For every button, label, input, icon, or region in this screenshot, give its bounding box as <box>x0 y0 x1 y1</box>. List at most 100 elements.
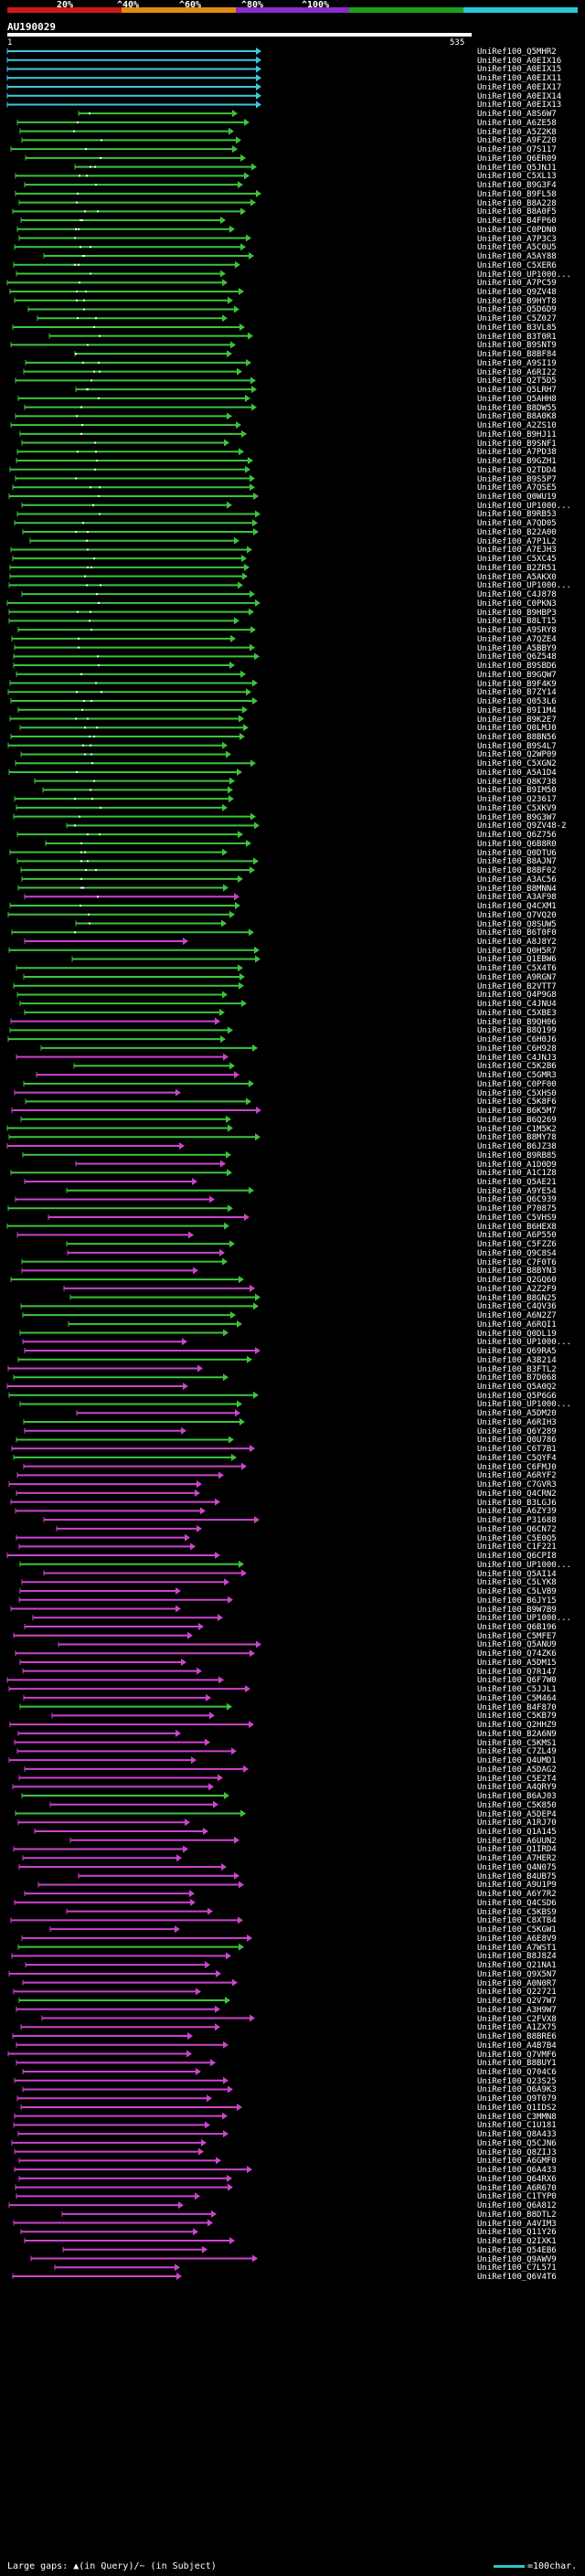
hit-label[interactable]: UniRef100_A6E8V9 <box>477 1934 557 1944</box>
hit-label[interactable]: UniRef100_B9QH06 <box>477 1017 557 1027</box>
hit-label[interactable]: UniRef100_B9S4L7 <box>477 741 557 751</box>
hit-label[interactable]: UniRef100_Q23617 <box>477 795 557 805</box>
hit-label[interactable]: UniRef100_A3AC56 <box>477 875 557 885</box>
hit-label[interactable]: UniRef100_Q7VQ20 <box>477 910 557 920</box>
hit-label[interactable]: UniRef100_A6RYF2 <box>477 1471 557 1481</box>
hit-label[interactable]: UniRef100_Q5MHR2 <box>477 48 557 57</box>
hit-label[interactable]: UniRef100_Q2HHZ9 <box>477 1721 557 1731</box>
hit-label[interactable]: UniRef100_B8BRE6 <box>477 2032 557 2042</box>
hit-label[interactable]: UniRef100_B8A0K8 <box>477 412 557 422</box>
hit-label[interactable]: UniRef100_A6Y7R2 <box>477 1890 557 1900</box>
hit-label[interactable]: UniRef100_B8LT15 <box>477 617 557 627</box>
hit-label[interactable]: UniRef100_Q6ER09 <box>477 154 557 164</box>
hit-label[interactable]: UniRef100_C5XL13 <box>477 172 557 182</box>
hit-label[interactable]: UniRef100_Q8SUW5 <box>477 919 557 929</box>
hit-label[interactable]: UniRef100_C2FVX8 <box>477 2014 557 2024</box>
hit-label[interactable]: UniRef100_A6ZY39 <box>477 1507 557 1517</box>
hit-label[interactable]: UniRef100_B6JZ38 <box>477 1142 557 1152</box>
hit-label[interactable]: UniRef100_A1RJ70 <box>477 1818 557 1829</box>
hit-label[interactable]: UniRef100_A5DAG2 <box>477 1765 557 1775</box>
hit-label[interactable]: UniRef100_Q6Z756 <box>477 831 557 841</box>
hit-label[interactable]: UniRef100_A5BBY9 <box>477 643 557 653</box>
hit-label[interactable]: UniRef100_A5DM15 <box>477 1658 557 1668</box>
hit-label[interactable]: UniRef100_B3FTL2 <box>477 1364 557 1374</box>
hit-label[interactable]: UniRef100_B9HBP3 <box>477 608 557 618</box>
hit-label[interactable]: UniRef100_A0EIX14 <box>477 91 562 101</box>
hit-label[interactable]: UniRef100_Q2WP09 <box>477 750 557 760</box>
hit-label[interactable]: UniRef100_C6H0J6 <box>477 1035 557 1045</box>
hit-label[interactable]: UniRef100_B9RB85 <box>477 1150 557 1161</box>
hit-label[interactable]: UniRef100_C5M464 <box>477 1693 557 1703</box>
hit-label[interactable]: UniRef100_B3LGJ6 <box>477 1498 557 1508</box>
hit-label[interactable]: UniRef100_B8BF84 <box>477 350 557 360</box>
hit-label[interactable]: UniRef100_C5K850 <box>477 1800 557 1810</box>
hit-label[interactable]: UniRef100_B8BF02 <box>477 866 557 876</box>
hit-label[interactable]: UniRef100_Q69RA5 <box>477 1347 557 1357</box>
hit-label[interactable]: UniRef100_B3VL85 <box>477 323 557 333</box>
hit-label[interactable]: UniRef100_Q4CRN2 <box>477 1489 557 1499</box>
hit-label[interactable]: UniRef100_A9SRY8 <box>477 626 557 636</box>
hit-label[interactable]: UniRef100_C5XER6 <box>477 260 557 270</box>
hit-label[interactable]: UniRef100_A8S6W7 <box>477 110 557 120</box>
hit-label[interactable]: UniRef100_C5MFE7 <box>477 1631 557 1641</box>
hit-label[interactable]: UniRef100_C5JJL1 <box>477 1685 557 1695</box>
hit-label[interactable]: UniRef100_Q2GQ60 <box>477 1276 557 1286</box>
hit-label[interactable]: UniRef100_B2VTT7 <box>477 981 557 991</box>
hit-label[interactable]: UniRef100_A6UUN2 <box>477 1836 557 1846</box>
hit-label[interactable]: UniRef100_Q5AHH8 <box>477 394 557 404</box>
hit-label[interactable]: UniRef100_Q1IRD4 <box>477 1845 557 1855</box>
hit-label[interactable]: UniRef100_C4JNJ3 <box>477 1053 557 1063</box>
hit-label[interactable]: UniRef100_C5XKV9 <box>477 803 557 813</box>
hit-label[interactable]: UniRef100_B6JY15 <box>477 1595 557 1606</box>
hit-label[interactable]: UniRef100_B9HJ11 <box>477 429 557 440</box>
hit-label[interactable]: UniRef100_A3B214 <box>477 1355 557 1365</box>
hit-label[interactable]: UniRef100_C5XGN2 <box>477 759 557 769</box>
hit-label[interactable]: UniRef100_Q6A9K3 <box>477 2085 557 2095</box>
hit-label[interactable]: UniRef100_Q5JNJ1 <box>477 163 557 173</box>
hit-label[interactable]: UniRef100_B8BN56 <box>477 732 557 742</box>
hit-label[interactable]: UniRef100_Q5AI14 <box>477 1569 557 1579</box>
hit-label[interactable]: UniRef100_Q0DTU6 <box>477 848 557 858</box>
hit-label[interactable]: UniRef100_B9G3W7 <box>477 812 557 822</box>
hit-label[interactable]: UniRef100_Q23S25 <box>477 2076 557 2086</box>
hit-label[interactable]: UniRef100_C4J878 <box>477 590 557 600</box>
hit-label[interactable]: UniRef100_Q54EB6 <box>477 2245 557 2255</box>
hit-label[interactable]: UniRef100_Q74ZK6 <box>477 1649 557 1659</box>
hit-label[interactable]: UniRef100_Q5AE21 <box>477 1177 557 1187</box>
hit-label[interactable]: UniRef100_UP1000... <box>477 1338 571 1348</box>
hit-label[interactable]: UniRef100_A1D0D9 <box>477 1160 557 1170</box>
hit-label[interactable]: UniRef100_Q1IDS2 <box>477 2103 557 2113</box>
hit-label[interactable]: UniRef100_Q6B8R0 <box>477 839 557 849</box>
hit-label[interactable]: UniRef100_A4VIM3 <box>477 2219 557 2229</box>
hit-label[interactable]: UniRef100_A9FZ20 <box>477 136 557 146</box>
hit-label[interactable]: UniRef100_Q7VMF6 <box>477 2050 557 2060</box>
hit-label[interactable]: UniRef100_B8DW55 <box>477 403 557 413</box>
hit-label[interactable]: UniRef100_Q9C8S4 <box>477 1248 557 1258</box>
hit-label[interactable]: UniRef100_A9U1P9 <box>477 1881 557 1891</box>
hit-label[interactable]: UniRef100_UP1000... <box>477 581 571 591</box>
hit-label[interactable]: UniRef100_A5A1D4 <box>477 768 557 778</box>
hit-label[interactable]: UniRef100_B9I1M4 <box>477 705 557 716</box>
hit-label[interactable]: UniRef100_B9SNT9 <box>477 341 557 351</box>
hit-label[interactable]: UniRef100_A6N2Z7 <box>477 1311 557 1321</box>
hit-label[interactable]: UniRef100_C1TYP0 <box>477 2192 557 2202</box>
hit-label[interactable]: UniRef100_A9YE54 <box>477 1186 557 1196</box>
hit-label[interactable]: UniRef100_A0EIX16 <box>477 56 562 66</box>
hit-label[interactable]: UniRef100_B2A6N9 <box>477 1729 557 1739</box>
hit-label[interactable]: UniRef100_A9RGN7 <box>477 972 557 982</box>
hit-label[interactable]: UniRef100_Q8A433 <box>477 2130 557 2140</box>
hit-label[interactable]: UniRef100_A2Z2F9 <box>477 1284 557 1294</box>
hit-label[interactable]: UniRef100_Q6V4T6 <box>477 2273 557 2282</box>
hit-label[interactable]: UniRef100_C4QV36 <box>477 1302 557 1312</box>
hit-label[interactable]: UniRef100_A4QRY9 <box>477 1783 557 1793</box>
hit-label[interactable]: UniRef100_A6RIH3 <box>477 1417 557 1427</box>
hit-label[interactable]: UniRef100_A6P550 <box>477 1231 557 1241</box>
hit-label[interactable]: UniRef100_C6FMJ0 <box>477 1462 557 1472</box>
hit-label[interactable]: UniRef100_C3MMN8 <box>477 2112 557 2122</box>
hit-label[interactable]: UniRef100_C8XTB4 <box>477 1916 557 1926</box>
hit-label[interactable]: UniRef100_A5Z2K8 <box>477 127 557 137</box>
hit-label[interactable]: UniRef100_Q6Z548 <box>477 652 557 663</box>
hit-label[interactable]: UniRef100_A5DM20 <box>477 1409 557 1419</box>
hit-label[interactable]: UniRef100_B8Q199 <box>477 1026 557 1036</box>
hit-label[interactable]: UniRef100_B9S5P7 <box>477 474 557 484</box>
